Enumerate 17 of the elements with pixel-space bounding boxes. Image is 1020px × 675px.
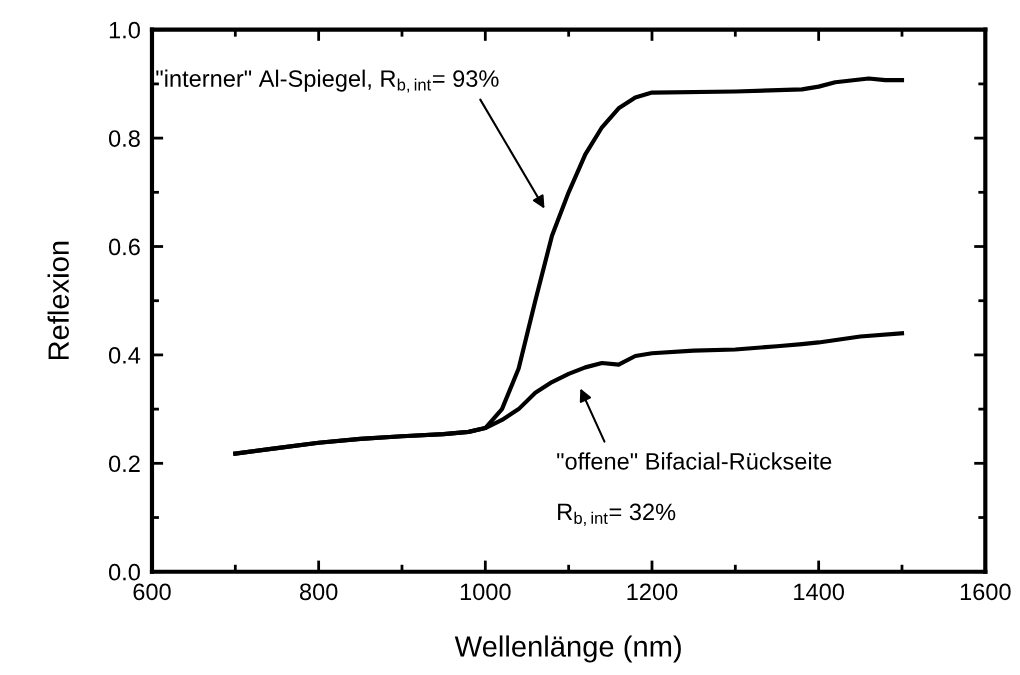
y-axis-title: Reflexion bbox=[47, 241, 69, 360]
y-tick-label: 0.4 bbox=[108, 346, 141, 364]
x-tick-label: 600 bbox=[133, 583, 171, 601]
y-tick-label: 0.2 bbox=[108, 455, 140, 473]
y-tick-label: 0.0 bbox=[108, 563, 140, 581]
x-tick-label: 1200 bbox=[627, 583, 678, 601]
annotation: R$_{b,int}$= 32% bbox=[558, 503, 676, 526]
y-tick-label: 0.6 bbox=[108, 238, 140, 256]
annotation: "interner" Al-Spiegel, R$_{b,int}$= 93% bbox=[156, 69, 499, 93]
x-tick-label: 1600 bbox=[960, 583, 1011, 601]
x-tick-label: 1400 bbox=[794, 583, 844, 601]
y-tick-label: 1.0 bbox=[109, 21, 140, 39]
y-tick-label: 0.8 bbox=[108, 130, 140, 147]
x-tick-label: 1000 bbox=[460, 583, 511, 601]
x-tick-label: 800 bbox=[299, 583, 338, 601]
x-axis-title: Wellenlänge (nm) bbox=[454, 635, 681, 663]
annotation: "offene" Bifacial-Rückseite bbox=[557, 452, 832, 470]
